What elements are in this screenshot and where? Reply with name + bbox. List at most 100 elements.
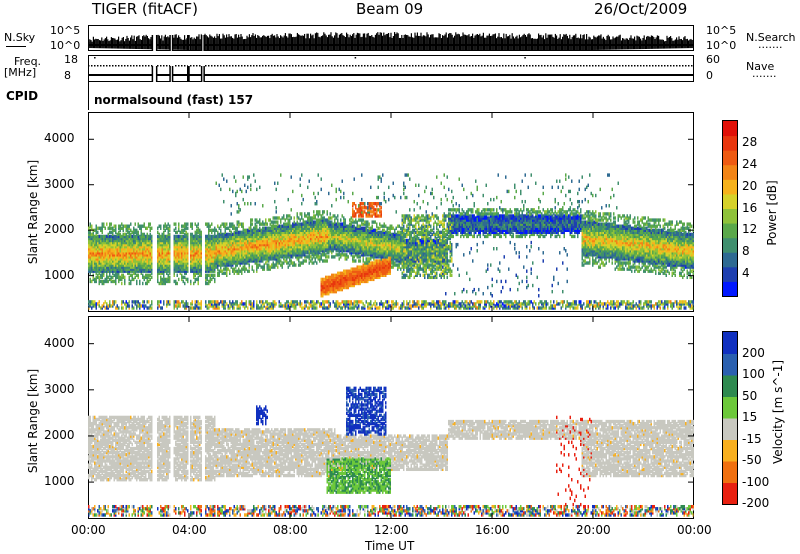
power-cell — [187, 232, 189, 237]
power-cell — [293, 247, 295, 251]
nsky-bar — [341, 32, 343, 51]
power-cell — [91, 226, 93, 230]
power-cell — [209, 273, 211, 277]
power-cell — [113, 255, 115, 259]
power-cell — [343, 222, 345, 226]
power-cell — [217, 265, 219, 269]
power-cell — [256, 302, 258, 306]
power-cell — [88, 230, 90, 235]
power-cell — [112, 269, 114, 273]
power-cell — [251, 265, 253, 269]
power-cell — [230, 240, 232, 245]
power-cell — [104, 269, 106, 273]
power-cell — [104, 242, 106, 247]
power-cell — [214, 240, 216, 245]
power-cell — [320, 253, 322, 257]
power-cell — [290, 240, 292, 245]
power-cell — [115, 240, 117, 245]
power-cell — [200, 238, 202, 243]
power-cell — [175, 249, 177, 253]
power-cell — [308, 232, 310, 237]
nsky-bar — [138, 35, 140, 50]
power-cell — [151, 265, 153, 269]
power-cell — [148, 238, 150, 243]
power-cell — [182, 263, 184, 267]
power-cell — [206, 251, 208, 255]
power-cell — [284, 234, 286, 239]
power-cell — [292, 238, 294, 243]
power-cell — [122, 261, 124, 265]
power-cell — [119, 267, 121, 271]
power-cell — [254, 247, 256, 251]
power-cell — [145, 263, 147, 267]
power-cell — [284, 251, 286, 255]
power-cell — [148, 275, 150, 280]
power-cell — [224, 230, 226, 235]
power-cell — [286, 244, 288, 249]
nsky-bar — [556, 35, 558, 51]
power-cell — [109, 224, 111, 228]
power-cell — [130, 251, 132, 255]
power-cell — [340, 240, 342, 245]
nsky-bar — [540, 34, 542, 51]
power-cell — [325, 277, 327, 282]
power-cell — [166, 302, 168, 306]
power-cell — [148, 222, 150, 226]
power-cell — [166, 226, 168, 230]
nave-dot — [349, 65, 351, 67]
power-cell — [230, 238, 232, 243]
power-cell — [332, 242, 334, 247]
power-cell — [107, 279, 109, 284]
power-cell — [245, 240, 247, 245]
nsky-bar — [94, 39, 96, 49]
power-cell — [320, 240, 322, 245]
power-cell — [127, 230, 129, 235]
power-cell — [332, 275, 334, 280]
power-cell — [313, 232, 315, 237]
power-cell — [286, 216, 288, 220]
power-cell — [182, 224, 184, 228]
power-cell — [124, 247, 126, 251]
power-cell — [262, 226, 264, 230]
power-cell — [161, 263, 163, 267]
power-cell — [115, 277, 117, 282]
power-cell — [269, 304, 271, 308]
power-cell — [209, 265, 211, 269]
power-cell — [290, 302, 292, 306]
power-cell — [178, 302, 180, 306]
power-cell — [223, 261, 225, 265]
power-cell — [88, 255, 90, 259]
power-cell — [229, 228, 231, 232]
power-cell — [236, 244, 238, 249]
power-cell — [169, 242, 171, 247]
power-cell — [296, 214, 298, 218]
power-cell — [173, 279, 175, 284]
power-cell — [91, 302, 93, 306]
power-cell — [127, 261, 129, 265]
power-cell — [100, 240, 102, 245]
power-cell — [128, 263, 130, 267]
power-cell — [148, 255, 150, 259]
power-cell — [307, 247, 309, 251]
power-cell — [187, 234, 189, 239]
power-cell — [211, 249, 213, 253]
nsky-bar — [614, 37, 616, 50]
power-cell — [164, 244, 166, 249]
power-cell — [167, 253, 169, 257]
power-cell — [104, 261, 106, 265]
power-cell — [179, 261, 181, 265]
power-cell — [145, 255, 147, 259]
power-cell — [251, 304, 253, 308]
power-cell — [236, 306, 238, 310]
power-cell — [145, 261, 147, 265]
power-cell — [337, 220, 339, 224]
power-cell — [301, 249, 303, 253]
power-cell — [337, 238, 339, 243]
power-cell — [259, 263, 261, 267]
power-cell — [323, 247, 325, 251]
power-cell — [151, 271, 153, 275]
power-cell — [259, 185, 261, 190]
power-cell — [151, 306, 153, 310]
power-cell — [232, 253, 234, 257]
power-cell — [250, 249, 252, 253]
